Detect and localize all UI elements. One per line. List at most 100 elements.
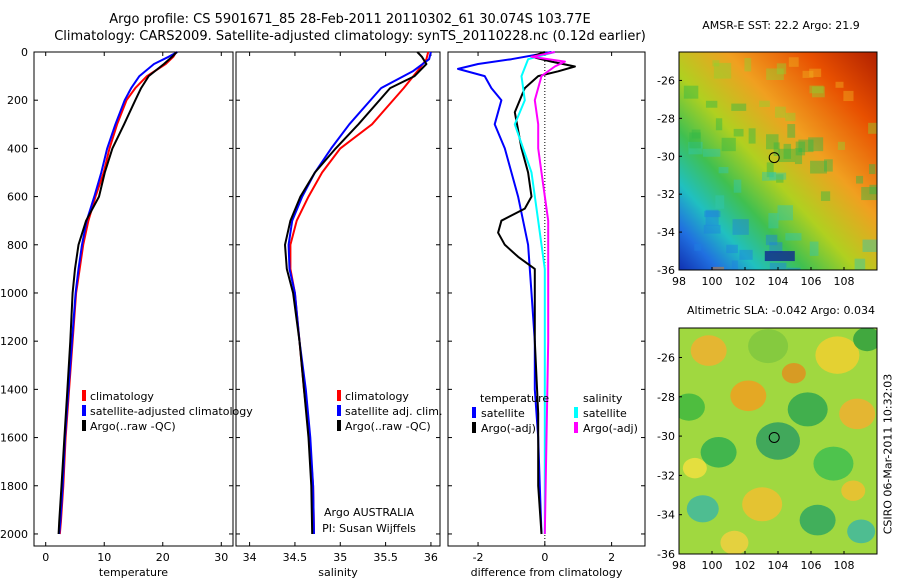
x-axis-label: temperature bbox=[99, 566, 168, 579]
sst-pixel-patch bbox=[788, 57, 799, 67]
sla-anomaly-blob bbox=[847, 519, 876, 544]
sst-pixel-patch bbox=[702, 148, 721, 157]
sst-pixel-patch bbox=[808, 137, 824, 152]
map-x-tick-label: 106 bbox=[801, 559, 822, 572]
sst-pixel-patch bbox=[869, 184, 877, 195]
sst-pixel-patch bbox=[856, 175, 864, 184]
y-tick-label: 1000 bbox=[0, 287, 28, 300]
sst-pixel-patch bbox=[862, 239, 877, 252]
map-x-tick-label: 108 bbox=[834, 275, 855, 288]
map-y-tick-label: -32 bbox=[657, 188, 675, 201]
sst-pixel-patch bbox=[810, 160, 827, 174]
series-line-argo-raw-qc- bbox=[57, 51, 178, 535]
salinity-panel: 34 34.5 35 35.5 36 salinity climatology satelli… bbox=[235, 51, 442, 579]
sst-pixel-patch bbox=[748, 128, 756, 144]
sst-pixel-patch bbox=[705, 209, 719, 226]
map-x-tick-label: 102 bbox=[735, 559, 756, 572]
sst-pixel-patch bbox=[824, 159, 833, 172]
series-line-temperature-satellite bbox=[457, 51, 552, 535]
sst-pixel-patch bbox=[776, 63, 787, 75]
map-x-tick-label: 104 bbox=[768, 559, 789, 572]
map-y-tick-label: -26 bbox=[657, 74, 675, 87]
y-tick-label: 2000 bbox=[0, 528, 28, 541]
sst-pixel-patch bbox=[715, 118, 723, 131]
sst-pixel-patch bbox=[766, 162, 774, 178]
sst-pixel-patch bbox=[704, 210, 721, 218]
map-x-tick-label: 102 bbox=[735, 275, 756, 288]
sst-pixel-patch bbox=[786, 267, 801, 270]
legend-label: Argo(-adj) bbox=[481, 422, 536, 435]
sst-pixel-patch bbox=[787, 124, 796, 138]
y-tick-label: 400 bbox=[7, 142, 28, 155]
x-tick-label: 34 bbox=[243, 551, 257, 564]
sst-pixel-patch bbox=[802, 70, 814, 78]
sst-pixel-patch bbox=[759, 100, 770, 107]
x-tick-label: -2 bbox=[473, 551, 484, 564]
series-line-argo-raw-qc- bbox=[284, 51, 428, 535]
difference-panel: -2 0 2 difference from climatology temperatu… bbox=[447, 51, 646, 579]
series-line-temperature-argo-adj- bbox=[497, 51, 576, 535]
map-y-tick-label: -32 bbox=[657, 469, 675, 482]
axes-frame bbox=[235, 51, 441, 547]
legend-swatch bbox=[82, 390, 86, 401]
legend-label: satellite bbox=[583, 407, 627, 420]
map-x-tick-label: 104 bbox=[768, 275, 789, 288]
sst-pixel-patch bbox=[733, 128, 744, 137]
sst-pixel-patch bbox=[769, 172, 787, 180]
legend-swatch bbox=[574, 422, 578, 433]
sst-pixel-patch bbox=[744, 57, 752, 72]
sst-pixel-patch bbox=[762, 171, 777, 181]
sst-pixel-patch bbox=[773, 142, 780, 156]
legend-label: Argo(..raw -QC) bbox=[345, 420, 431, 433]
legend-label: Argo(..raw -QC) bbox=[90, 420, 176, 433]
legend-swatch bbox=[337, 420, 341, 431]
sla-map-title: Altimetric SLA: -0.042 Argo: 0.034 bbox=[687, 304, 875, 317]
x-tick-label: 0 bbox=[42, 551, 49, 564]
sla-anomaly-blob bbox=[839, 398, 876, 430]
sst-pixel-patch bbox=[837, 141, 845, 150]
y-tick-label: 600 bbox=[7, 191, 28, 204]
sst-pixel-patch bbox=[854, 258, 866, 270]
x-tick-label: 34.5 bbox=[283, 551, 308, 564]
sst-pixel-patch bbox=[705, 100, 718, 108]
sla-anomaly-blob bbox=[720, 530, 749, 554]
x-tick-label: 2 bbox=[608, 551, 615, 564]
x-tick-label: 35 bbox=[333, 551, 347, 564]
x-axis-label: difference from climatology bbox=[471, 566, 623, 579]
sst-map-title: AMSR-E SST: 22.2 Argo: 21.9 bbox=[702, 19, 860, 32]
sst-pixel-patch bbox=[798, 139, 814, 153]
sst-pixel-patch bbox=[733, 179, 742, 193]
legend-label: Argo(-adj) bbox=[583, 422, 638, 435]
map-y-tick-label: -28 bbox=[657, 112, 675, 125]
x-tick-label: 35.5 bbox=[373, 551, 398, 564]
sst-pixel-patch bbox=[703, 224, 721, 234]
credit-stamp: CSIRO 06-Mar-2011 10:32:03 bbox=[881, 373, 895, 535]
sst-pixel-patch bbox=[694, 244, 702, 251]
sla-anomaly-blob bbox=[781, 363, 806, 384]
sla-map: 98 100 102 104 106 108 -26 -28 -30 -32 -34 -36 bbox=[657, 327, 878, 572]
sst-pixel-patch bbox=[739, 249, 753, 260]
map-x-tick-label: 108 bbox=[834, 559, 855, 572]
sst-pixel-patch bbox=[795, 141, 806, 156]
temperature-panel: 0 200 400 600 800 1000 1200 1400 1600 1800 2000 0 10… bbox=[0, 46, 253, 579]
x-axis-label: salinity bbox=[318, 566, 358, 579]
sla-anomaly-blob bbox=[748, 329, 789, 364]
sst-pixel-patch bbox=[777, 205, 793, 221]
sst-pixel-patch bbox=[785, 233, 802, 241]
legend-swatch bbox=[337, 405, 341, 416]
figure-title-line2: Climatology: CARS2009. Satellite-adjuste… bbox=[54, 29, 646, 44]
legend-label: satellite bbox=[481, 407, 525, 420]
argo-position-marker bbox=[768, 431, 780, 443]
sst-pixel-patch bbox=[691, 129, 701, 139]
x-tick-label: 10 bbox=[97, 551, 111, 564]
sst-pixel-patch bbox=[731, 260, 738, 270]
argo-position-marker bbox=[768, 152, 780, 164]
sla-anomaly-blob bbox=[813, 446, 854, 481]
series-line-salinity-argo-adj- bbox=[530, 51, 566, 535]
legend-label: climatology bbox=[90, 390, 154, 403]
sst-map: 98 100 102 104 106 108 -26 -28 -30 -32 -34 -36 bbox=[657, 51, 878, 288]
map-y-tick-label: -34 bbox=[657, 226, 675, 239]
y-tick-label: 1800 bbox=[0, 480, 28, 493]
x-tick-label: 30 bbox=[214, 551, 228, 564]
